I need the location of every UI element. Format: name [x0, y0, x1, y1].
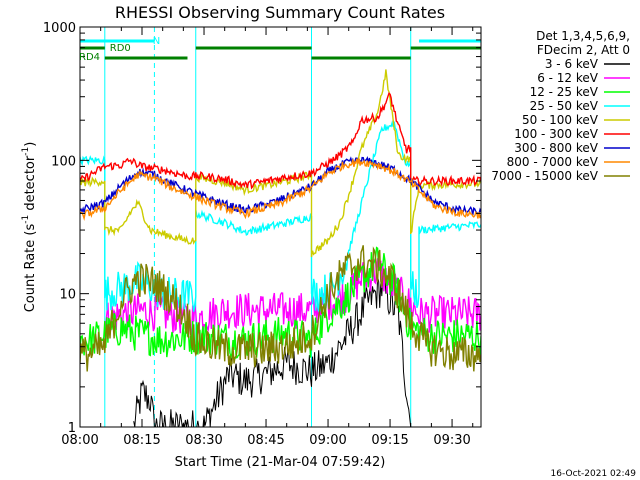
- y-tick-label: 100: [51, 154, 76, 169]
- y-tick-label: 1000: [43, 21, 76, 36]
- chart-title: RHESSI Observing Summary Count Rates: [115, 3, 445, 22]
- series-line-4: [80, 120, 481, 313]
- series-line-1: [133, 276, 412, 427]
- legend-entry-label: 800 - 7000 keV: [507, 155, 599, 169]
- y-tick-label: 10: [59, 288, 76, 303]
- x-axis: 08:00 08:15 08:30 08:45 09:00 09:15 09:30: [61, 27, 474, 448]
- x-tick-label: 09:30: [433, 433, 470, 448]
- legend-entry-label: 50 - 100 keV: [522, 113, 599, 127]
- legend-header-line-1: Det 1,3,4,5,6,9,: [536, 29, 630, 43]
- legend: Det 1,3,4,5,6,9, FDecim 2, Att 0 3 - 6 k…: [491, 29, 630, 183]
- series-line-9: [80, 245, 481, 372]
- series-line-2: [104, 258, 481, 338]
- legend-entry-label: 100 - 300 keV: [514, 127, 598, 141]
- n-state-label: N: [153, 36, 160, 47]
- legend-entry-label: 7000 - 15000 keV: [491, 169, 598, 183]
- y-axis: 1 10 100 1000: [43, 21, 481, 436]
- x-tick-label: 09:15: [371, 433, 408, 448]
- y-tick-label: 1: [68, 421, 76, 436]
- x-tick-label: 08:00: [61, 433, 98, 448]
- series-line-6: [80, 91, 481, 190]
- series-line-5: [80, 69, 481, 258]
- x-tick-label: 08:30: [185, 433, 222, 448]
- plot-area: [80, 27, 481, 427]
- legend-entry-label: 300 - 800 keV: [514, 141, 598, 155]
- legend-header-line-2: FDecim 2, Att 0: [537, 43, 630, 57]
- plot-frame: [79, 26, 482, 428]
- series-line-7: [80, 156, 481, 216]
- x-axis-label: Start Time (21-Mar-04 07:59:42): [175, 455, 386, 470]
- series-line-8: [80, 158, 481, 221]
- timestamp: 16-Oct-2021 02:49: [551, 469, 637, 479]
- x-tick-label: 08:15: [123, 433, 160, 448]
- rd0-state-label: RD0: [110, 43, 131, 54]
- x-tick-label: 09:00: [309, 433, 346, 448]
- legend-entry-label: 6 - 12 keV: [537, 71, 599, 85]
- legend-entry-label: 12 - 25 keV: [530, 85, 599, 99]
- y-axis-label: Count Rate (s-1 detector-1): [21, 142, 38, 313]
- legend-entry-label: 3 - 6 keV: [545, 57, 599, 71]
- x-tick-label: 08:45: [247, 433, 284, 448]
- legend-entry-label: 25 - 50 keV: [530, 99, 599, 113]
- rd4-state-label: RD4: [79, 52, 100, 63]
